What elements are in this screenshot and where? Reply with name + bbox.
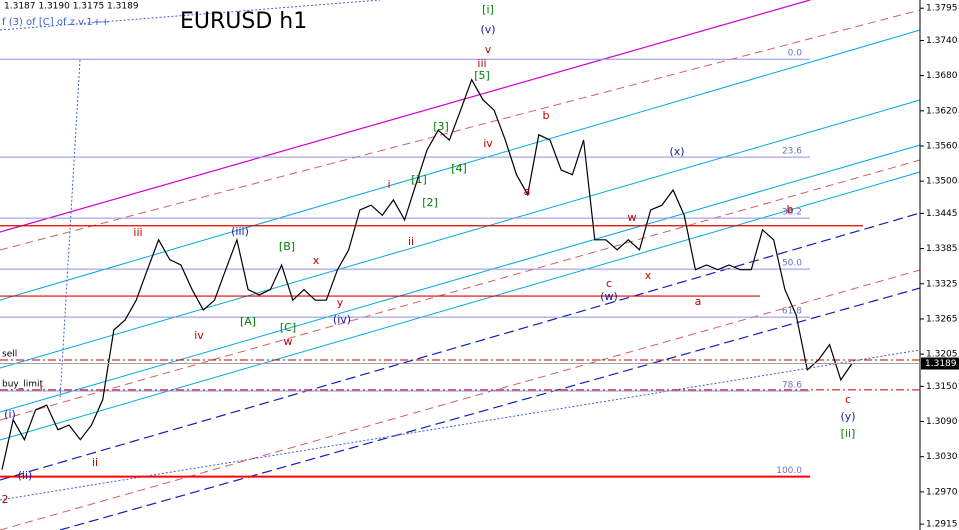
channel-line	[0, 99, 921, 369]
y-tick-label: 1.3265	[926, 314, 958, 324]
wave-label: y	[337, 296, 344, 309]
fib-label: 38.2	[782, 208, 802, 218]
wave-label: a	[695, 295, 702, 308]
wave-label: [A]	[240, 315, 256, 328]
wave-label: w	[628, 211, 637, 224]
y-tick-label: 1.3445	[926, 209, 958, 219]
wave-label: w	[284, 335, 293, 348]
wave-label: [C]	[280, 321, 296, 334]
fib-label: 100.0	[776, 466, 802, 476]
fib-label: 23.6	[782, 147, 802, 157]
wave-label: 2	[2, 493, 9, 506]
channel-line	[0, 0, 811, 233]
order-label: sell	[2, 349, 17, 359]
wave-label: i	[387, 178, 390, 191]
channel-line	[0, 212, 921, 481]
wave-label: iii	[133, 226, 142, 239]
wave-label: iii	[477, 57, 486, 70]
y-tick-label: 1.3740	[926, 36, 958, 46]
fib-label: 61.8	[782, 307, 802, 317]
wave-label: (i)	[4, 408, 16, 421]
channel-line	[59, 59, 81, 401]
y-tick-label: 1.3090	[926, 417, 958, 427]
wave-label: c	[845, 393, 851, 406]
current-price-label: 1.3189	[925, 359, 957, 369]
fib-label: 78.6	[782, 381, 802, 391]
y-tick-label: 1.3620	[926, 106, 958, 116]
channel-line	[0, 159, 921, 421]
wave-label: [3]	[433, 120, 449, 133]
wave-label: v	[485, 43, 492, 56]
wave-label: iv	[483, 137, 493, 150]
wave-label: x	[645, 269, 652, 282]
wave-label: [i]	[482, 3, 494, 16]
y-tick-label: 1.3325	[926, 279, 958, 289]
y-tick-label: 1.2970	[926, 487, 958, 497]
channel-line	[59, 287, 921, 530]
chart-title: EURUSD h1	[180, 9, 307, 34]
wave-label: (iii)	[231, 225, 249, 238]
channel-line	[0, 0, 381, 31]
fib-label: 50.0	[782, 259, 802, 269]
wave-label: b	[543, 109, 550, 122]
wave-label: a	[524, 185, 531, 198]
wave-label: (ii)	[18, 469, 33, 482]
channel-line	[0, 144, 921, 413]
wave-label: [5]	[474, 69, 490, 82]
wave-label: iv	[194, 329, 204, 342]
wave-label: (x)	[669, 145, 684, 158]
wave-label: b	[787, 203, 794, 216]
wave-label: [1]	[411, 173, 427, 186]
price-line	[1, 78, 853, 470]
y-tick-label: 1.3205	[926, 350, 958, 360]
wave-label: (w)	[600, 290, 618, 303]
y-tick-label: 1.3680	[926, 71, 958, 81]
channels	[0, 0, 921, 530]
y-tick-label: 1.3150	[926, 382, 958, 392]
y-tick-label: 1.3385	[926, 244, 958, 254]
y-tick-label: 1.3795	[926, 4, 958, 14]
wave-label: [4]	[451, 162, 467, 175]
y-tick-label: 1.3500	[926, 177, 958, 187]
order-label: buy_limit	[2, 379, 44, 389]
y-tick-label: 1.2915	[926, 520, 958, 530]
wave-label: [ii]	[841, 427, 856, 440]
y-tick-label: 1.3560	[926, 141, 958, 151]
fib-label: 0.0	[788, 49, 803, 59]
wave-label: (v)	[480, 23, 495, 36]
channel-line	[0, 349, 921, 501]
wave-label: i	[39, 381, 42, 394]
wave-label: [B]	[279, 240, 295, 253]
wave-label: c	[606, 277, 612, 290]
channel-line	[0, 9, 921, 251]
wave-label: (iv)	[333, 313, 351, 326]
wave-label: ii	[92, 456, 98, 469]
wave-label: x	[313, 254, 320, 267]
ohlc-text: 1.3187 1.3190 1.3175 1.3189	[4, 2, 139, 12]
price-axis-area	[920, 0, 959, 530]
current-price-box	[921, 357, 959, 370]
channel-line	[0, 269, 921, 530]
channel-line	[0, 171, 921, 441]
y-tick-label: 1.3030	[926, 452, 958, 462]
wave-label: [2]	[422, 196, 438, 209]
wave-label: ii	[408, 235, 414, 248]
wave-label: (y)	[840, 410, 855, 423]
indicator-text: f (3) of [C] of z v.1++	[2, 17, 110, 28]
